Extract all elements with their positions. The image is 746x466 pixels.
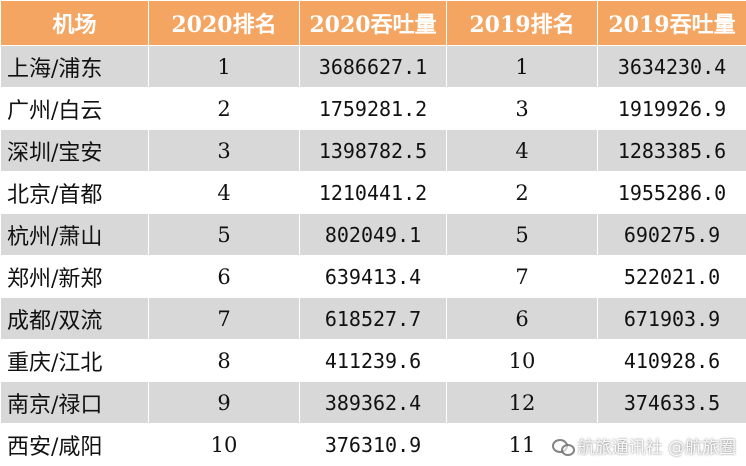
table-row: 北京/首都 4 1210441.2 2 1955286.0	[1, 172, 746, 214]
cell-rank-2019: 11	[447, 424, 598, 466]
cell-throughput-2020: 802049.1	[300, 214, 447, 256]
cell-throughput-2019	[598, 424, 746, 466]
cell-throughput-2019: 3634230.4	[598, 46, 746, 88]
table-row: 深圳/宝安 3 1398782.5 4 1283385.6	[1, 130, 746, 172]
header-throughput-2020: 2020吞吐量	[300, 1, 447, 46]
cell-airport: 南京/禄口	[1, 382, 149, 424]
cell-airport: 杭州/萧山	[1, 214, 149, 256]
table-row: 郑州/新郑 6 639413.4 7 522021.0	[1, 256, 746, 298]
cell-airport: 北京/首都	[1, 172, 149, 214]
table-row: 南京/禄口 9 389362.4 12 374633.5	[1, 382, 746, 424]
cell-throughput-2019: 690275.9	[598, 214, 746, 256]
header-rank-2019: 2019排名	[447, 1, 598, 46]
table-row: 重庆/江北 8 411239.6 10 410928.6	[1, 340, 746, 382]
cell-throughput-2020: 3686627.1	[300, 46, 447, 88]
cell-airport: 广州/白云	[1, 88, 149, 130]
cell-rank-2019: 4	[447, 130, 598, 172]
cell-throughput-2019: 410928.6	[598, 340, 746, 382]
cell-rank-2020: 1	[149, 46, 300, 88]
cell-rank-2020: 3	[149, 130, 300, 172]
cell-throughput-2019: 1919926.9	[598, 88, 746, 130]
cell-throughput-2020: 1759281.2	[300, 88, 447, 130]
cell-throughput-2020: 1210441.2	[300, 172, 447, 214]
cell-rank-2019: 10	[447, 340, 598, 382]
cell-throughput-2019: 374633.5	[598, 382, 746, 424]
cell-airport: 重庆/江北	[1, 340, 149, 382]
cell-rank-2020: 8	[149, 340, 300, 382]
cell-rank-2020: 10	[149, 424, 300, 466]
cell-throughput-2020: 389362.4	[300, 382, 447, 424]
cell-airport: 深圳/宝安	[1, 130, 149, 172]
header-rank-2020: 2020排名	[149, 1, 300, 46]
cell-throughput-2020: 411239.6	[300, 340, 447, 382]
cell-throughput-2019: 1283385.6	[598, 130, 746, 172]
header-airport: 机场	[1, 1, 149, 46]
cell-rank-2019: 6	[447, 298, 598, 340]
cell-throughput-2020: 639413.4	[300, 256, 447, 298]
cell-rank-2020: 6	[149, 256, 300, 298]
cell-throughput-2020: 1398782.5	[300, 130, 447, 172]
cell-throughput-2019: 522021.0	[598, 256, 746, 298]
cell-throughput-2019: 1955286.0	[598, 172, 746, 214]
cell-airport: 西安/咸阳	[1, 424, 149, 466]
table-row: 上海/浦东 1 3686627.1 1 3634230.4	[1, 46, 746, 88]
header-throughput-2019: 2019吞吐量	[598, 1, 746, 46]
cell-rank-2020: 5	[149, 214, 300, 256]
cell-rank-2019: 2	[447, 172, 598, 214]
cell-rank-2019: 3	[447, 88, 598, 130]
cell-rank-2019: 7	[447, 256, 598, 298]
cell-airport: 上海/浦东	[1, 46, 149, 88]
cell-rank-2019: 1	[447, 46, 598, 88]
table-row: 西安/咸阳 10 376310.9 11	[1, 424, 746, 466]
cell-rank-2020: 2	[149, 88, 300, 130]
cell-rank-2019: 12	[447, 382, 598, 424]
cell-rank-2020: 9	[149, 382, 300, 424]
cell-rank-2019: 5	[447, 214, 598, 256]
cell-airport: 成都/双流	[1, 298, 149, 340]
cell-throughput-2019: 671903.9	[598, 298, 746, 340]
cell-rank-2020: 7	[149, 298, 300, 340]
cell-airport: 郑州/新郑	[1, 256, 149, 298]
cell-throughput-2020: 376310.9	[300, 424, 447, 466]
header-row: 机场 2020排名 2020吞吐量 2019排名 2019吞吐量	[1, 1, 746, 46]
table-row: 成都/双流 7 618527.7 6 671903.9	[1, 298, 746, 340]
table-row: 广州/白云 2 1759281.2 3 1919926.9	[1, 88, 746, 130]
table-row: 杭州/萧山 5 802049.1 5 690275.9	[1, 214, 746, 256]
cell-throughput-2020: 618527.7	[300, 298, 447, 340]
cell-rank-2020: 4	[149, 172, 300, 214]
